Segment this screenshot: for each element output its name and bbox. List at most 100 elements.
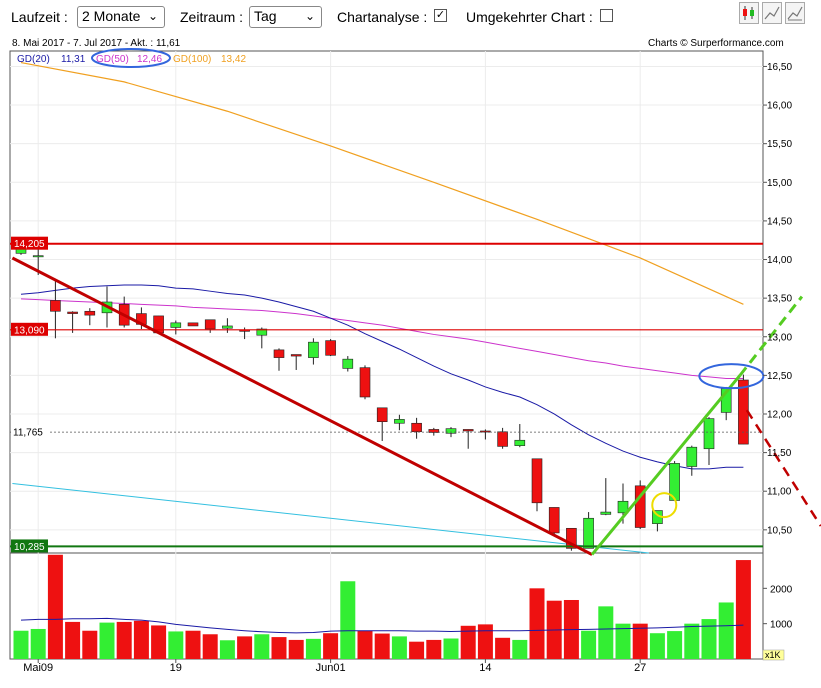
volume-bar [718, 602, 734, 659]
uptrend-line [590, 374, 742, 556]
resistance-tag-label: 14,205 [14, 239, 45, 250]
umgekehrt-label: Umgekehrter Chart : [466, 9, 593, 25]
legend: GD(20) 11,31 GD(50) 12,46 GD(100) 13,42 [17, 48, 246, 68]
candle-body [548, 507, 560, 534]
grid [10, 51, 763, 659]
candle-body [32, 255, 44, 258]
volume-bar [133, 620, 149, 659]
downtrend-projection [745, 409, 821, 527]
area-chart-icon[interactable] [785, 2, 805, 24]
chart-toolbar: Laufzeit : 2 Monate ⌄ Zeitraum : Tag ⌄ C… [0, 0, 821, 36]
price-tick-label: 13,50 [767, 294, 792, 305]
legend-gd50-value: 12,46 [137, 54, 162, 65]
gd50-touch-ellipse [698, 363, 765, 390]
volume-bar [374, 633, 390, 659]
volume-bar [47, 554, 63, 659]
volume-bar [649, 633, 665, 659]
chartanalyse-checkbox[interactable]: ✓ [434, 9, 447, 22]
volume-bars [13, 554, 751, 659]
volume-tick-label: 1000 [770, 620, 793, 631]
volume-bar [185, 630, 201, 659]
resistance-tag-label: 13,090 [14, 325, 45, 336]
chartanalyse-label: Chartanalyse : [337, 9, 428, 25]
candle-body [428, 429, 440, 433]
candle-body [67, 311, 78, 314]
legend-gd20-label: GD(20) [17, 54, 50, 65]
candle-body [290, 354, 302, 357]
date-tick-label: Mai09 [23, 662, 53, 674]
date-tick-label: 19 [170, 662, 182, 674]
laufzeit-value: 2 Monate [82, 8, 141, 24]
breakout-marker-circle [651, 492, 678, 519]
price-tick-label: 11,00 [767, 487, 792, 498]
price-tick-label: 12,50 [767, 371, 792, 382]
volume-bar [340, 581, 356, 659]
candle-body [204, 319, 216, 330]
volume-bar [632, 623, 648, 659]
candle-body [703, 418, 715, 450]
credit-text: Charts © Surperformance.com [648, 38, 784, 49]
volume-bar [615, 623, 631, 659]
price-tick-label: 14,00 [767, 255, 792, 266]
volume-bar [202, 634, 218, 659]
volume-bar [305, 638, 321, 659]
zeitraum-value: Tag [254, 8, 277, 24]
candle-body [411, 422, 422, 433]
volume-bar [323, 633, 339, 659]
price-tick-label: 15,00 [767, 178, 792, 189]
line-chart-icon[interactable] [762, 2, 782, 24]
price-tick-label: 16,50 [767, 62, 792, 73]
volume-bar [288, 639, 304, 659]
support-tag [11, 539, 48, 553]
downtrend-line [11, 256, 593, 556]
candle-body [480, 430, 491, 433]
volume-bar [151, 625, 167, 659]
volume-bar [529, 588, 545, 659]
gd50-highlight-ellipse [91, 48, 171, 68]
candle-body [462, 429, 474, 432]
annotations: 14,205 13,090 10,285 11,765 [10, 236, 821, 556]
candle-body [686, 446, 698, 467]
candle-body [84, 310, 96, 316]
chevron-down-icon: ⌄ [304, 9, 315, 23]
candlestick-icon[interactable] [739, 2, 759, 24]
candle-body [50, 300, 61, 312]
gd20-line [20, 284, 744, 470]
volume-bar [271, 637, 287, 659]
price-tick-label: 12,00 [767, 409, 792, 420]
price-tick-label: 14,50 [767, 216, 792, 227]
chevron-down-icon: ⌄ [147, 9, 158, 23]
volume-bar [357, 630, 373, 659]
laufzeit-label: Laufzeit : [11, 9, 68, 25]
candle-body [531, 458, 543, 504]
volume-bar [409, 641, 425, 659]
current-price-tag [11, 425, 48, 439]
candle-body [566, 527, 577, 549]
legend-gd20-value: 11,31 [61, 54, 86, 65]
volume-bar [219, 640, 235, 659]
candle-body [617, 500, 629, 514]
date-tick-label: 27 [634, 662, 646, 674]
volume-bar [116, 621, 132, 659]
candle-body [308, 341, 319, 358]
volume-bar [495, 637, 511, 659]
volume-bar [30, 628, 46, 659]
volume-bar [735, 560, 751, 659]
volume-tick-label: 2000 [770, 584, 793, 595]
gd100-line [20, 61, 744, 305]
resistance-tag [11, 322, 48, 336]
date-tick-label: 14 [479, 662, 491, 674]
candle-body [325, 340, 336, 356]
volume-bar [581, 630, 597, 659]
laufzeit-select[interactable]: 2 Monate ⌄ [77, 6, 165, 28]
volume-unit-box [762, 649, 785, 661]
zeitraum-label: Zeitraum : [180, 9, 244, 25]
volume-bar [13, 630, 29, 659]
candle-body [514, 439, 526, 446]
zeitraum-select[interactable]: Tag ⌄ [249, 6, 322, 28]
legend-gd100-label: GD(100) [173, 54, 211, 65]
price-tick-label: 11,50 [767, 448, 792, 459]
volume-avg-line [20, 617, 744, 634]
umgekehrt-checkbox[interactable] [600, 9, 613, 22]
axes: 16,50 16,00 15,50 15,00 14,50 14,00 13,50 13,00… [23, 62, 792, 674]
